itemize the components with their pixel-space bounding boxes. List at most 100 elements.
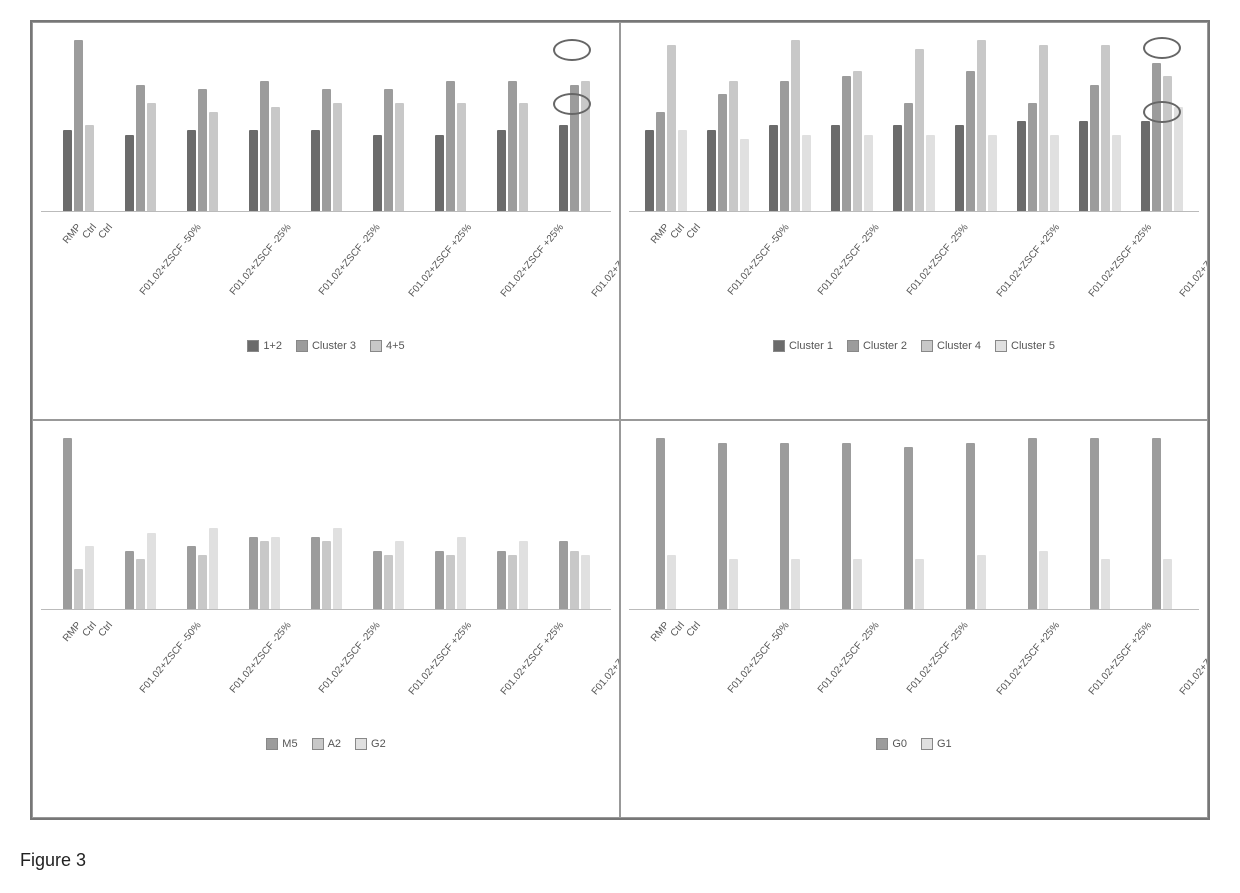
panel-top-right: RMPCtrlCtrlF01.02+ZSCF -50%F01.02+ZSCF -… — [620, 22, 1208, 420]
legend-item: 1+2 — [247, 340, 282, 352]
legend-swatch — [921, 340, 933, 352]
bar — [395, 541, 404, 609]
bar-group — [295, 89, 357, 211]
bar-group — [1069, 45, 1131, 211]
bar — [209, 528, 218, 609]
bar — [1152, 438, 1161, 609]
bar — [966, 443, 975, 609]
bar — [853, 71, 862, 211]
bar-group — [419, 537, 481, 609]
legend: 1+2 Cluster 3 4+5 — [41, 336, 611, 358]
legend: G0 G1 — [629, 734, 1199, 756]
x-tick-label: F01.02+ZSCF +25% — [460, 614, 552, 734]
x-tick-label: F01.02+ZSCF -50% — [688, 614, 777, 734]
legend-item: 4+5 — [370, 340, 405, 352]
bar-group — [357, 541, 419, 609]
legend-item: G0 — [876, 738, 907, 750]
bar-group — [295, 528, 357, 609]
bar — [322, 89, 331, 211]
bar — [729, 559, 738, 609]
bar — [311, 537, 320, 609]
bar — [729, 81, 738, 211]
plot-area — [629, 31, 1199, 212]
bar — [581, 555, 590, 609]
bar — [656, 112, 665, 211]
legend-label: Cluster 2 — [863, 340, 907, 352]
bar — [977, 555, 986, 609]
bar — [842, 76, 851, 211]
bar — [559, 541, 568, 609]
panel-grid: RMPCtrlCtrlF01.02+ZSCF -50%F01.02+ZSCF -… — [30, 20, 1210, 820]
bar — [904, 103, 913, 211]
x-tick-label: F01.02+ZSCF -25% — [190, 216, 279, 336]
legend-label: 4+5 — [386, 340, 405, 352]
legend-label: G2 — [371, 738, 386, 750]
bar — [333, 528, 342, 609]
bar — [384, 89, 393, 211]
x-axis-labels: RMPCtrlCtrlF01.02+ZSCF -50%F01.02+ZSCF -… — [629, 610, 1199, 734]
bar — [125, 551, 134, 609]
bar — [136, 559, 145, 609]
legend-item: Cluster 5 — [995, 340, 1055, 352]
bar — [147, 103, 156, 211]
legend-item: Cluster 4 — [921, 340, 981, 352]
bar-group — [697, 81, 759, 211]
x-tick-label: F01.02+ZSCF +25% — [1048, 614, 1140, 734]
legend-label: G0 — [892, 738, 907, 750]
x-tick-label: RMP — [635, 614, 657, 734]
panel-top-left: RMPCtrlCtrlF01.02+ZSCF -50%F01.02+ZSCF -… — [32, 22, 620, 420]
bar — [988, 135, 997, 211]
bar-group — [171, 89, 233, 211]
bar — [271, 537, 280, 609]
bar — [570, 551, 579, 609]
bar — [718, 94, 727, 211]
bar — [198, 555, 207, 609]
x-tick-label: F01.02+ZSCF +25% — [460, 216, 552, 336]
bar — [85, 125, 94, 211]
bar — [187, 130, 196, 211]
bar — [842, 443, 851, 609]
legend-label: G1 — [937, 738, 952, 750]
panel-bottom-left: RMPCtrlCtrlF01.02+ZSCF -50%F01.02+ZSCF -… — [32, 420, 620, 818]
bar — [1028, 438, 1037, 609]
bar — [791, 40, 800, 211]
legend-label: A2 — [328, 738, 341, 750]
bar — [966, 71, 975, 211]
legend-label: Cluster 1 — [789, 340, 833, 352]
x-tick-label: RMP — [47, 614, 69, 734]
legend: M5 A2 G2 — [41, 734, 611, 756]
bar — [740, 139, 749, 211]
bar-group — [543, 81, 605, 211]
legend-swatch — [312, 738, 324, 750]
bar — [864, 135, 873, 211]
bar — [74, 40, 83, 211]
bar — [497, 130, 506, 211]
legend-item: Cluster 3 — [296, 340, 356, 352]
bar-group — [481, 81, 543, 211]
bar — [373, 135, 382, 211]
legend-swatch — [296, 340, 308, 352]
bar — [497, 551, 506, 609]
annotation-ellipse — [1143, 37, 1181, 59]
legend-label: M5 — [282, 738, 297, 750]
bar — [1028, 103, 1037, 211]
bar — [446, 81, 455, 211]
legend-swatch — [247, 340, 259, 352]
x-tick-label: F01.02+ZSCF -25% — [279, 614, 368, 734]
x-axis-labels: RMPCtrlCtrlF01.02+ZSCF -50%F01.02+ZSCF -… — [629, 212, 1199, 336]
bar — [1141, 121, 1150, 211]
bar-group — [759, 40, 821, 211]
bar-group — [883, 49, 945, 211]
x-tick-label: F01.02+ZSCF -50% — [688, 216, 777, 336]
bar — [1152, 63, 1161, 211]
x-tick-label: F01.02+ZSCF +25% — [956, 216, 1048, 336]
legend-swatch — [773, 340, 785, 352]
bar — [667, 45, 676, 211]
bar-group — [233, 537, 295, 609]
bar — [63, 130, 72, 211]
plot-area — [41, 429, 611, 610]
legend-swatch — [370, 340, 382, 352]
legend-item: G1 — [921, 738, 952, 750]
bar — [645, 130, 654, 211]
bar — [926, 135, 935, 211]
